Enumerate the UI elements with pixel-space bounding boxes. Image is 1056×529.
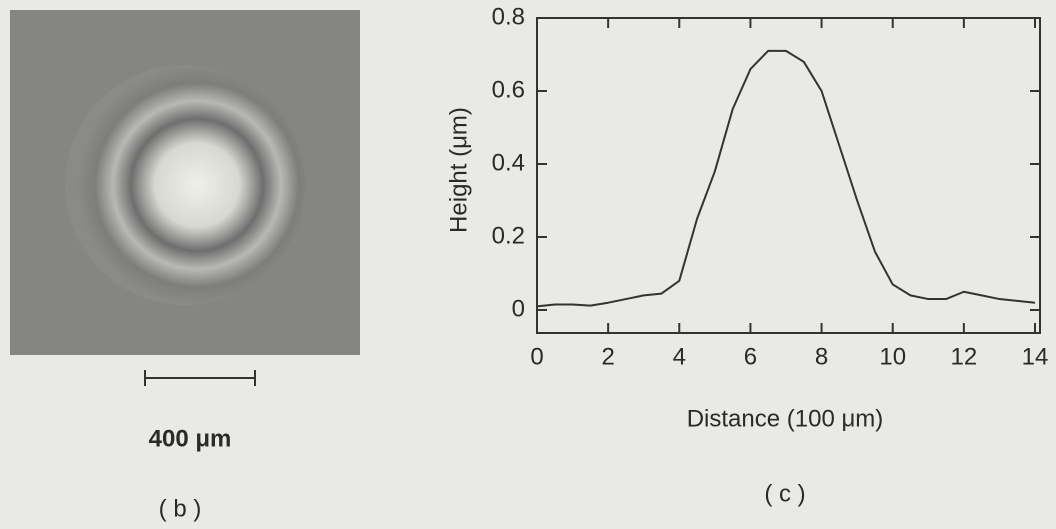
scale-bar-label: 400 μm — [149, 425, 232, 452]
x-axis-label: Distance (100 μm) — [687, 405, 884, 432]
y-axis-label: Height (μm) — [445, 107, 472, 233]
x-tick-label: 2 — [601, 343, 614, 370]
panel-label: ( c ) — [764, 480, 805, 507]
x-tick-label: 0 — [530, 343, 543, 370]
y-tick-label: 0.4 — [492, 149, 525, 176]
photo-spot — [65, 65, 305, 305]
x-tick-label: 12 — [951, 343, 978, 370]
plot-frame — [536, 17, 1041, 334]
y-tick-label: 0 — [512, 295, 525, 322]
x-tick-label: 14 — [1022, 343, 1049, 370]
y-tick-label: 0.6 — [492, 76, 525, 103]
x-tick-label: 6 — [744, 343, 757, 370]
x-tick-label: 8 — [815, 343, 828, 370]
x-tick-label: 10 — [879, 343, 906, 370]
panel-label: ( b ) — [159, 495, 202, 522]
data-line — [536, 49, 1036, 308]
y-tick-label: 0.8 — [492, 3, 525, 30]
x-tick-label: 4 — [673, 343, 686, 370]
y-tick-label: 0.2 — [492, 222, 525, 249]
